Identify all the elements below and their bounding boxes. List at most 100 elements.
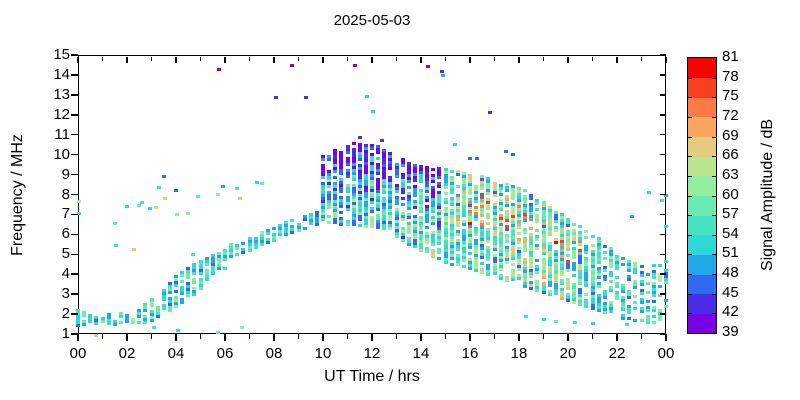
- axis-tick: [371, 334, 373, 341]
- data-point: [449, 185, 454, 188]
- data-point: [400, 191, 405, 194]
- colorbar-tick: [712, 156, 716, 158]
- data-point: [345, 196, 350, 199]
- data-point: [510, 271, 515, 275]
- data-point: [186, 290, 191, 294]
- data-point: [461, 234, 466, 238]
- data-point: [651, 263, 656, 267]
- data-point: [547, 292, 552, 296]
- data-point: [357, 182, 362, 185]
- data-point: [529, 250, 534, 254]
- data-point: [376, 193, 381, 196]
- data-point: [492, 268, 497, 272]
- data-point: [443, 236, 448, 240]
- data-point: [376, 196, 381, 199]
- data-point: [412, 194, 417, 197]
- data-point: [584, 250, 589, 254]
- data-point: [259, 182, 264, 185]
- data-point: [425, 234, 430, 238]
- data-point: [523, 266, 528, 270]
- data-point: [468, 251, 472, 255]
- data-point: [529, 235, 534, 239]
- data-point: [443, 209, 448, 213]
- data-point: [388, 223, 393, 227]
- data-point: [633, 306, 638, 310]
- data-point: [541, 215, 546, 219]
- data-point: [559, 218, 564, 222]
- data-point: [192, 271, 197, 275]
- data-point: [621, 316, 626, 320]
- axis-tick: [659, 114, 666, 116]
- data-point: [406, 186, 411, 189]
- data-point: [400, 232, 405, 236]
- data-point: [486, 236, 491, 240]
- data-point: [333, 200, 338, 203]
- data-point: [486, 177, 491, 181]
- data-point: [216, 257, 221, 261]
- data-point: [363, 221, 368, 225]
- data-point: [584, 244, 589, 248]
- data-point: [584, 265, 589, 269]
- data-point: [596, 236, 601, 240]
- data-point: [216, 263, 221, 267]
- data-point: [394, 169, 399, 173]
- data-point: [125, 319, 129, 323]
- axis-tick: [71, 173, 78, 176]
- data-point: [468, 227, 472, 231]
- data-point: [431, 254, 436, 258]
- data-point: [82, 313, 87, 317]
- data-point: [363, 168, 368, 172]
- data-point: [486, 206, 491, 210]
- data-point: [345, 187, 350, 190]
- data-point: [229, 242, 234, 246]
- colorbar-tick: [688, 116, 692, 118]
- data-point: [333, 167, 338, 171]
- data-point: [455, 223, 460, 227]
- data-point: [627, 307, 632, 311]
- data-point: [553, 252, 558, 256]
- data-point: [596, 254, 601, 258]
- axis-tick: [126, 334, 128, 341]
- data-point: [419, 177, 423, 181]
- data-point: [351, 166, 356, 170]
- data-point: [351, 205, 356, 208]
- data-point: [627, 259, 632, 263]
- data-point: [400, 214, 405, 218]
- data-point: [547, 277, 552, 281]
- data-point: [394, 207, 399, 211]
- data-point: [455, 244, 460, 248]
- data-point: [437, 220, 442, 224]
- data-point: [468, 257, 472, 261]
- data-point: [503, 150, 508, 154]
- data-point: [388, 182, 393, 185]
- data-point: [192, 268, 197, 272]
- data-point: [498, 261, 503, 265]
- data-point: [180, 285, 185, 289]
- data-point: [455, 238, 460, 242]
- data-point: [204, 271, 209, 275]
- data-point: [559, 272, 564, 276]
- data-point: [664, 194, 668, 197]
- data-point: [480, 240, 485, 244]
- data-point: [455, 262, 460, 266]
- data-point: [419, 233, 423, 237]
- data-point: [615, 275, 619, 279]
- data-point: [590, 264, 595, 268]
- data-point: [425, 172, 430, 176]
- axis-tick: [71, 54, 78, 56]
- data-point: [333, 208, 338, 212]
- data-point: [639, 306, 644, 310]
- data-point: [284, 220, 289, 224]
- data-point: [651, 305, 656, 309]
- data-point: [468, 266, 472, 270]
- axis-tick: [175, 334, 177, 341]
- data-point: [535, 285, 540, 289]
- data-point: [382, 217, 387, 221]
- data-point: [333, 185, 338, 188]
- data-point: [657, 284, 662, 288]
- data-point: [621, 262, 626, 266]
- x-tick-label: 06: [216, 345, 234, 362]
- data-point: [363, 159, 368, 163]
- data-point: [431, 195, 436, 198]
- data-point: [535, 270, 540, 274]
